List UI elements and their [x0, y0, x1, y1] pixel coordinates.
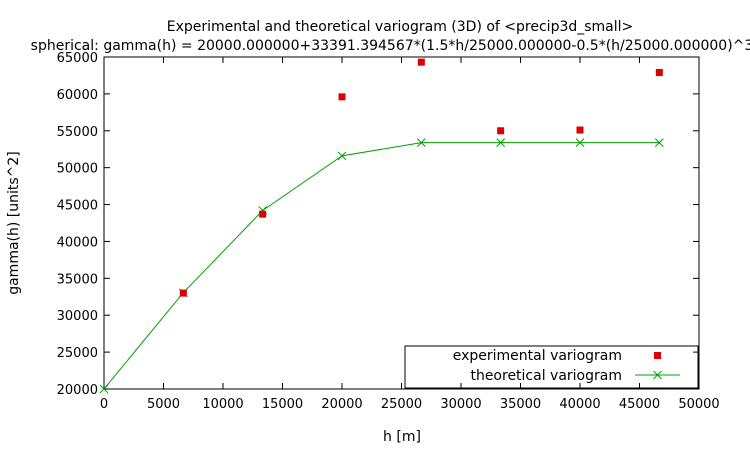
experimental-point — [655, 68, 663, 76]
legend-x-marker — [653, 370, 662, 380]
x-tick-label: 50000 — [678, 397, 719, 412]
legend-box — [404, 345, 699, 389]
plot-frame — [103, 56, 700, 390]
y-tick-label: 40000 — [57, 235, 98, 250]
legend-marker-theoretical — [635, 370, 680, 380]
theoretical-point — [654, 138, 664, 148]
series-layer — [99, 58, 664, 394]
x-tick-label: 10000 — [202, 397, 243, 412]
chart-subtitle: spherical: gamma(h) = 20000.000000+33391… — [31, 38, 750, 54]
x-tick-label: 0 — [100, 397, 108, 412]
y-tick-label: 25000 — [57, 346, 98, 361]
y-tick-label: 65000 — [57, 51, 98, 66]
x-tick-label: 40000 — [559, 397, 600, 412]
theoretical-point — [575, 138, 585, 148]
experimental-point — [259, 210, 267, 218]
y-tick-label: 50000 — [57, 162, 98, 177]
y-tick-label: 20000 — [57, 383, 98, 398]
theoretical-point — [337, 151, 347, 161]
x-stroke — [496, 138, 506, 148]
experimental-point — [497, 127, 505, 135]
y-tick-label: 35000 — [57, 272, 98, 287]
x-tick-label: 35000 — [500, 397, 541, 412]
x-stroke — [99, 384, 109, 394]
x-stroke — [575, 138, 585, 148]
legend-label-experimental: experimental variogram — [453, 348, 622, 364]
x-tick-label: 30000 — [440, 397, 481, 412]
experimental-point — [576, 126, 584, 134]
y-axis-label: gamma(h) [units^2] — [6, 151, 22, 295]
x-stroke — [416, 138, 426, 148]
theoretical-point — [99, 384, 109, 394]
experimental-point — [338, 93, 346, 101]
legend-marker-experimental — [654, 352, 661, 359]
legend: experimental variogram theoretical vario… — [404, 345, 699, 389]
experimental-point — [417, 58, 425, 66]
theoretical-point — [496, 138, 506, 148]
legend-label-theoretical: theoretical variogram — [470, 368, 622, 384]
experimental-point — [179, 289, 187, 297]
theoretical-variogram-line — [103, 142, 660, 390]
x-tick-label: 20000 — [321, 397, 362, 412]
theoretical-point — [416, 138, 426, 148]
y-tick-label: 30000 — [57, 309, 98, 324]
x-stroke — [654, 138, 664, 148]
x-axis-label: h [m] — [383, 429, 421, 445]
x-tick-label: 25000 — [381, 397, 422, 412]
y-tick-label: 45000 — [57, 199, 98, 214]
y-axis: 20000 25000 30000 35000 40000 45000 50000 55000… — [57, 51, 699, 398]
chart-title: Experimental and theoretical variogram (… — [167, 19, 634, 35]
x-axis: 0 5000 10000 15000 20000 25000 30000 35000 40000… — [100, 57, 720, 412]
y-tick-label: 60000 — [57, 88, 98, 103]
x-tick-label: 5000 — [147, 397, 180, 412]
x-stroke — [653, 370, 662, 380]
x-tick-label: 15000 — [262, 397, 303, 412]
x-tick-label: 45000 — [619, 397, 660, 412]
y-tick-label: 55000 — [57, 125, 98, 140]
x-stroke — [337, 151, 347, 161]
